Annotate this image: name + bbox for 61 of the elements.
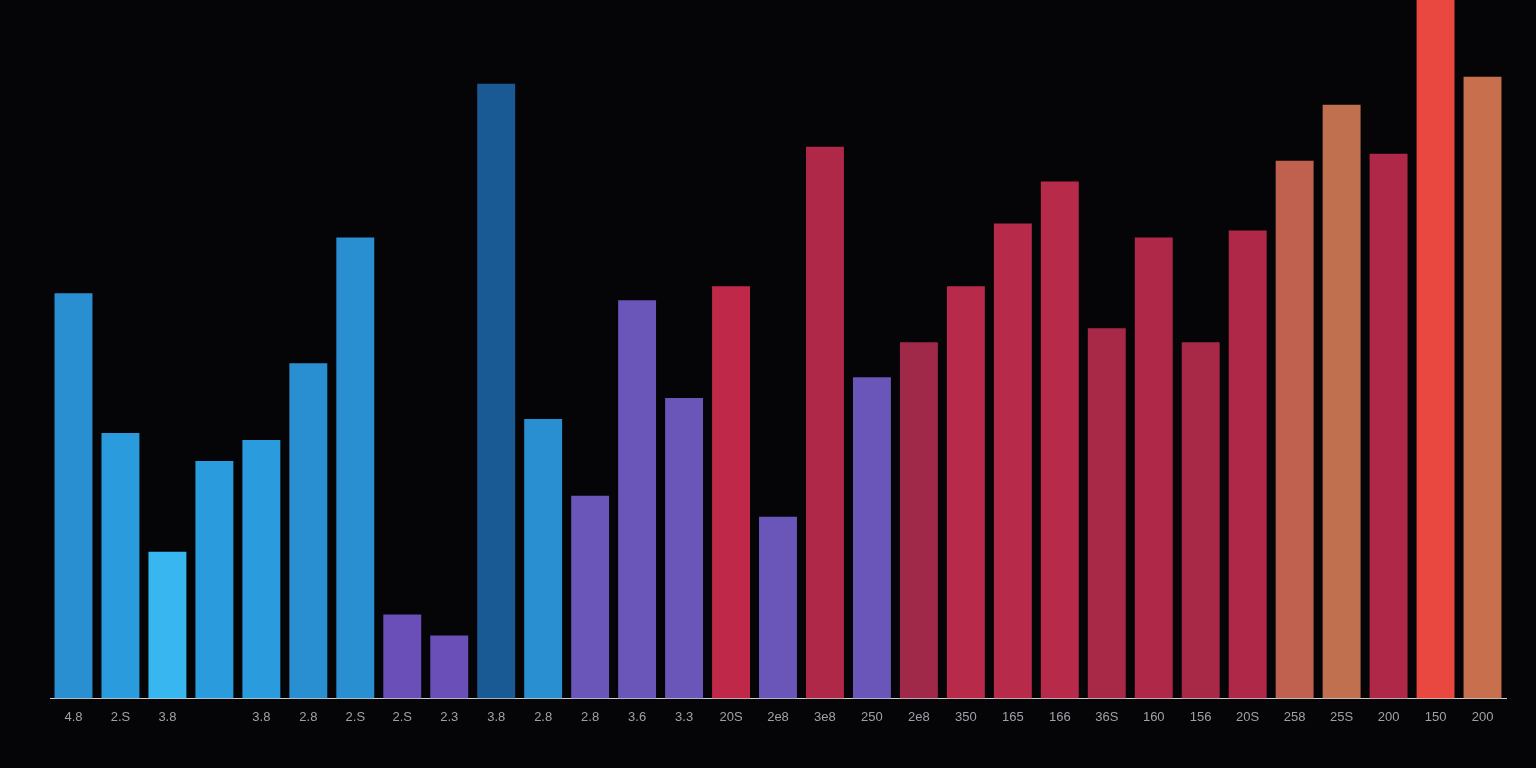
bar — [993, 223, 1032, 699]
bar — [946, 286, 985, 699]
x-tick-label: 165 — [1001, 708, 1024, 724]
bar — [1134, 237, 1173, 699]
bar — [665, 398, 704, 699]
x-tick-label: 2.S — [110, 708, 131, 724]
bar — [242, 439, 281, 699]
bar — [430, 635, 469, 699]
x-tick-label: 4.8 — [64, 708, 83, 724]
bar — [101, 433, 140, 699]
bar — [1087, 328, 1126, 699]
x-tick-label: 200 — [1377, 708, 1400, 724]
bar — [1275, 160, 1314, 699]
x-tick-label: 2.3 — [440, 708, 459, 724]
bar — [477, 83, 516, 699]
x-tick-label: 3.8 — [487, 708, 506, 724]
x-tick-label: 2.8 — [581, 708, 600, 724]
bar — [1463, 76, 1502, 699]
x-tick-label: 3.8 — [158, 708, 177, 724]
bar — [148, 551, 187, 699]
bar — [383, 614, 422, 699]
x-tick-label: 160 — [1142, 708, 1165, 724]
bar — [336, 237, 375, 699]
x-tick-label: 200 — [1471, 708, 1494, 724]
bar — [1040, 181, 1079, 699]
x-tick-label: 250 — [861, 708, 883, 724]
x-tick-label: 3e8 — [814, 708, 836, 724]
x-tick-label: 20S — [719, 708, 743, 724]
x-tick-label: 2.8 — [299, 708, 318, 724]
x-tick-label: 2e8 — [908, 708, 930, 724]
bar — [1228, 230, 1267, 699]
bar — [1181, 342, 1220, 699]
x-tick-label: 36S — [1095, 708, 1119, 724]
x-tick-label: 150 — [1424, 708, 1447, 724]
x-tick-label: 20S — [1236, 708, 1260, 724]
bar — [1416, 0, 1455, 699]
bar — [852, 377, 891, 699]
x-tick-label: 25S — [1330, 708, 1354, 724]
x-tick-label: 2.S — [392, 708, 413, 724]
bar — [899, 342, 938, 699]
bar — [54, 293, 93, 699]
bar — [195, 460, 234, 699]
x-tick-label: 2.S — [345, 708, 366, 724]
x-tick-label: 258 — [1283, 708, 1306, 724]
bar — [1369, 153, 1408, 699]
bar — [524, 419, 563, 699]
x-tick-label: 350 — [955, 708, 977, 724]
bar — [571, 495, 610, 699]
x-tick-label: 2.8 — [534, 708, 553, 724]
x-tick-label: 166 — [1048, 708, 1071, 724]
bar — [618, 300, 657, 699]
bar — [289, 363, 328, 699]
x-tick-label: 3.3 — [675, 708, 694, 724]
x-tick-label: 2e8 — [767, 708, 789, 724]
x-tick-label: 3.8 — [252, 708, 271, 724]
x-tick-label: 156 — [1189, 708, 1212, 724]
x-tick-label: 3.6 — [628, 708, 647, 724]
bar — [1322, 104, 1361, 699]
bar — [806, 146, 844, 699]
bar — [759, 516, 797, 699]
bar — [712, 286, 750, 699]
